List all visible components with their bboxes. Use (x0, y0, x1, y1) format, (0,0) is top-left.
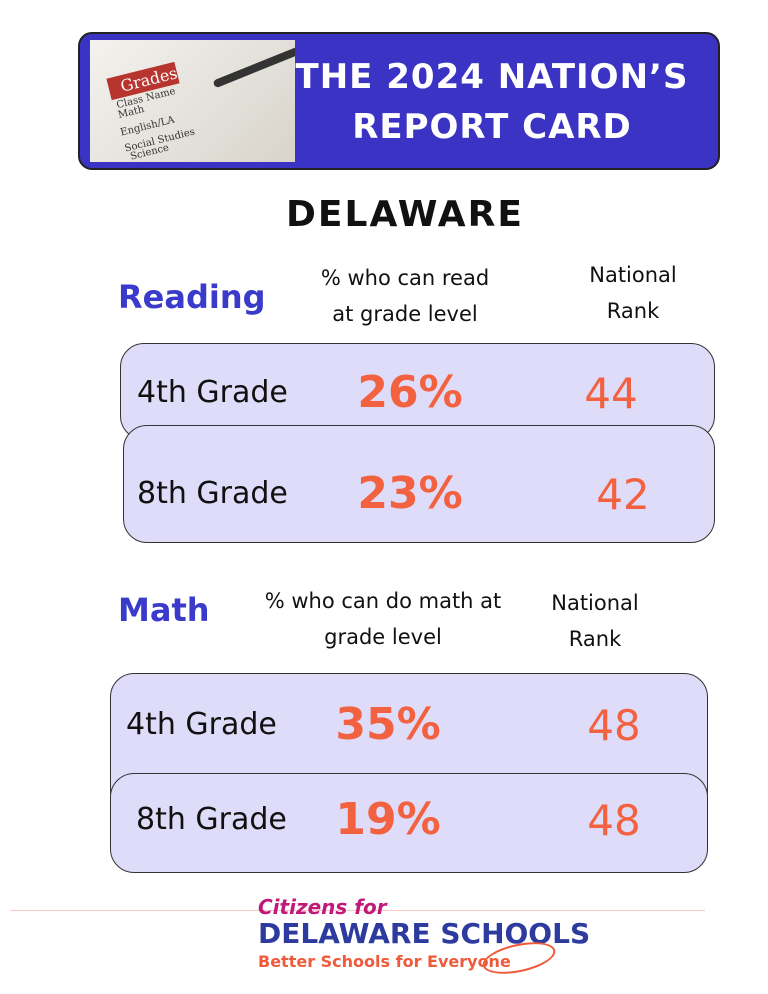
grade-label: 4th Grade (126, 707, 277, 742)
pen (212, 40, 295, 89)
percent-value: 23% (357, 468, 463, 519)
footer-rule (10, 910, 705, 911)
subject-label: Reading (118, 278, 266, 316)
subject-label: Math (118, 591, 210, 629)
header-title: THE 2024 NATION’S (295, 57, 689, 97)
state-name: DELAWARE (286, 194, 524, 235)
grade-label: 8th Grade (136, 802, 287, 837)
footer-line2: DELAWARE SCHOOLS (258, 917, 591, 950)
rank-header: National (551, 591, 639, 615)
row-box (123, 425, 715, 543)
rank-header: Rank (568, 627, 622, 651)
column-header: % who can do math at (264, 589, 502, 613)
grade-label: 4th Grade (137, 375, 288, 410)
footer-line3: Better Schools for Everyone (258, 952, 511, 971)
rank-header: National (589, 263, 677, 287)
column-header: at grade level (332, 302, 478, 326)
row-box (110, 773, 708, 873)
rank-value: 48 (587, 796, 641, 845)
rank-value: 42 (596, 470, 650, 519)
rank-value: 48 (587, 701, 641, 750)
percent-value: 19% (335, 794, 441, 845)
header-title: REPORT CARD (352, 107, 632, 147)
footer-line1: Citizens for (258, 895, 387, 919)
column-header: grade level (324, 625, 442, 649)
percent-value: 26% (357, 367, 463, 418)
grade-label: 8th Grade (137, 476, 288, 511)
percent-value: 35% (335, 699, 441, 750)
header-image (90, 40, 295, 162)
column-header: % who can read (320, 266, 490, 290)
rank-header: Rank (606, 299, 660, 323)
rank-value: 44 (584, 369, 638, 418)
